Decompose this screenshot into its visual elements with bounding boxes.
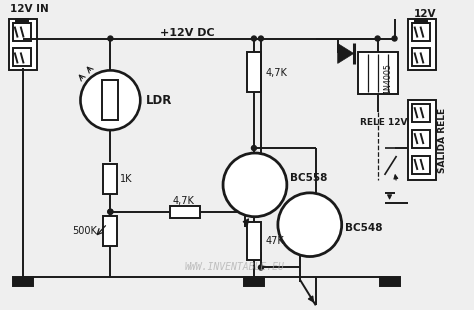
Text: BC558: BC558 xyxy=(290,173,327,183)
Circle shape xyxy=(81,70,140,130)
Text: RELE 12V: RELE 12V xyxy=(360,118,407,127)
Circle shape xyxy=(108,209,113,214)
Text: 1K: 1K xyxy=(120,174,133,184)
Bar xyxy=(358,52,398,94)
Bar xyxy=(247,222,261,259)
Bar xyxy=(16,19,27,23)
Bar xyxy=(416,19,428,23)
Text: WWW.INVENTABLE.EU: WWW.INVENTABLE.EU xyxy=(185,263,285,272)
Bar xyxy=(412,23,430,41)
Bar xyxy=(244,277,264,286)
Text: +12V DC: +12V DC xyxy=(160,28,215,38)
Circle shape xyxy=(252,145,256,151)
Bar xyxy=(102,80,118,120)
Circle shape xyxy=(392,36,397,41)
Bar xyxy=(380,277,400,286)
Bar xyxy=(409,100,437,180)
Bar xyxy=(13,48,31,66)
Circle shape xyxy=(252,36,256,41)
Circle shape xyxy=(223,153,287,217)
Bar xyxy=(103,216,118,246)
Text: 47K: 47K xyxy=(266,236,285,246)
Text: 4,7K: 4,7K xyxy=(266,69,288,78)
Text: SALIDA RELÉ: SALIDA RELÉ xyxy=(438,108,447,173)
Text: BC548: BC548 xyxy=(345,223,382,233)
Text: 12V IN: 12V IN xyxy=(9,4,48,14)
Bar xyxy=(409,19,437,70)
Text: LDR: LDR xyxy=(146,94,173,107)
Bar xyxy=(412,130,430,148)
Text: 4,7K: 4,7K xyxy=(172,196,194,206)
Bar xyxy=(170,206,200,218)
Circle shape xyxy=(108,209,113,214)
Bar xyxy=(412,104,430,122)
Bar xyxy=(247,52,261,92)
Bar xyxy=(412,156,430,174)
Bar xyxy=(9,19,36,70)
Circle shape xyxy=(108,36,113,41)
Text: 1N4005: 1N4005 xyxy=(383,63,392,94)
Circle shape xyxy=(375,36,380,41)
Bar xyxy=(13,23,31,41)
Bar xyxy=(103,164,118,194)
Circle shape xyxy=(258,265,264,270)
Text: 500K: 500K xyxy=(73,226,97,236)
Polygon shape xyxy=(337,43,354,64)
Bar xyxy=(412,48,430,66)
Bar xyxy=(13,277,33,286)
Text: 12V: 12V xyxy=(413,9,436,19)
Circle shape xyxy=(258,36,264,41)
Circle shape xyxy=(278,193,342,257)
